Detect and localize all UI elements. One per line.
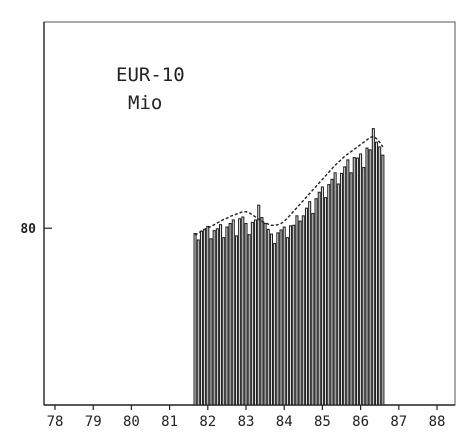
- bar: [219, 224, 223, 406]
- bar: [276, 232, 280, 406]
- bar: [203, 228, 207, 406]
- trend-line: [194, 135, 384, 236]
- bar: [320, 186, 324, 406]
- chart-subtitle: Mio: [128, 92, 162, 114]
- bar: [362, 166, 366, 406]
- bar: [333, 172, 337, 406]
- x-tick-label: 79: [85, 414, 102, 430]
- bar: [308, 201, 312, 406]
- bar: [209, 238, 213, 406]
- bar: [339, 172, 344, 406]
- bar: [378, 146, 382, 406]
- bar: [311, 212, 315, 406]
- x-tick-label: 80: [123, 414, 140, 430]
- bar: [285, 237, 289, 406]
- bar: [359, 153, 363, 406]
- bar: [336, 183, 340, 406]
- bar: [215, 228, 219, 406]
- bar: [292, 224, 296, 406]
- bar: [330, 178, 334, 406]
- bar: [199, 230, 203, 406]
- bar: [381, 154, 385, 406]
- x-tick-label: 82: [199, 414, 216, 430]
- bar: [260, 217, 264, 406]
- y-axis-ticks: 80: [20, 222, 52, 237]
- y-tick-label: 80: [20, 222, 36, 237]
- bar: [317, 191, 321, 406]
- bar: [273, 243, 277, 406]
- bar: [301, 215, 305, 406]
- bar: [247, 234, 251, 406]
- x-tick-label: 86: [352, 414, 369, 430]
- bar: [231, 219, 235, 406]
- bar: [212, 230, 216, 406]
- chart-title: EUR-10: [116, 64, 185, 86]
- x-tick-label: 78: [47, 414, 64, 430]
- bar: [304, 207, 309, 406]
- bar: [371, 128, 375, 406]
- bar: [282, 226, 286, 406]
- bar: [244, 222, 248, 406]
- bar: [295, 215, 299, 406]
- bar: [234, 235, 238, 406]
- bar: [269, 233, 274, 406]
- bar: [238, 218, 242, 406]
- bar: [289, 225, 293, 406]
- bar: [222, 237, 226, 406]
- bar: [225, 226, 229, 406]
- bar: [241, 216, 245, 406]
- bar: [324, 197, 328, 406]
- bar: [206, 225, 210, 406]
- x-tick-label: 87: [390, 414, 407, 430]
- bar: [327, 184, 331, 406]
- x-tick-label: 84: [276, 414, 293, 430]
- x-tick-label: 83: [238, 414, 255, 430]
- bar: [263, 222, 267, 406]
- bar: [365, 147, 369, 406]
- bar: [298, 220, 302, 406]
- bar: [279, 229, 283, 406]
- bar: [368, 149, 372, 406]
- bar: [355, 157, 359, 406]
- x-tick-label: 81: [161, 414, 178, 430]
- x-axis-ticks: 78 79 80 81 82 83 84 85 86 87 88: [47, 405, 446, 430]
- x-tick-label: 85: [314, 414, 331, 430]
- x-tick-label: 88: [429, 414, 446, 430]
- bar: [228, 222, 232, 406]
- bar: [254, 219, 258, 406]
- bar: [343, 166, 347, 406]
- bar: [193, 232, 197, 406]
- bar: [374, 141, 379, 406]
- bar: [196, 239, 200, 406]
- bar: [250, 221, 254, 406]
- bar: [257, 204, 261, 406]
- bar-series: [193, 128, 385, 406]
- bar: [266, 228, 270, 406]
- bar: [314, 198, 318, 406]
- bar: [352, 156, 356, 406]
- bar: [349, 172, 353, 406]
- bar: [346, 159, 350, 406]
